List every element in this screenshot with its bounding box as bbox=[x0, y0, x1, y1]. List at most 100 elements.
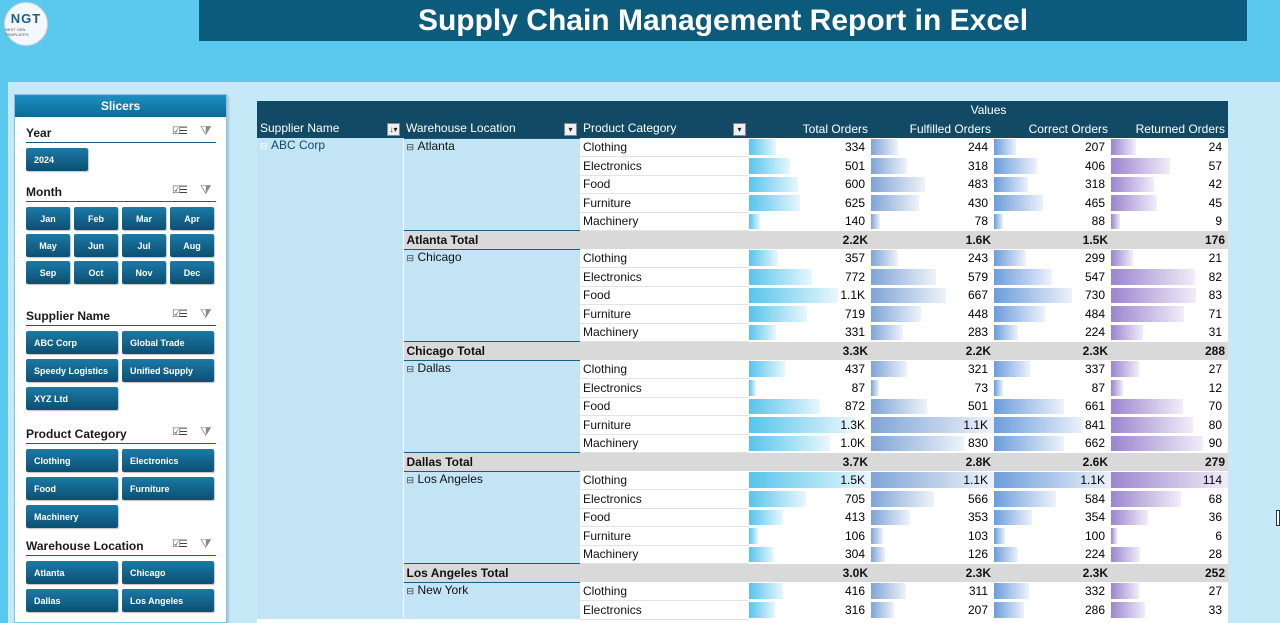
slicer-month-chip[interactable]: Apr bbox=[170, 207, 214, 230]
category-cell: Furniture bbox=[580, 193, 749, 213]
clear-filter-icon[interactable] bbox=[200, 537, 216, 553]
data-bar bbox=[749, 361, 785, 377]
data-bar bbox=[871, 583, 906, 599]
total-orders-subtotal: 2.2K bbox=[749, 230, 871, 249]
returned-orders-value: 80 bbox=[1208, 417, 1222, 432]
collapse-icon[interactable]: ⊟ bbox=[406, 585, 415, 596]
total-orders-value: 872 bbox=[844, 399, 865, 414]
total-orders-cell: 1.5K bbox=[749, 471, 871, 490]
multi-select-icon[interactable] bbox=[172, 185, 188, 199]
clear-filter-icon[interactable] bbox=[200, 124, 216, 140]
collapse-icon[interactable]: ⊟ bbox=[406, 363, 415, 374]
category-cell: Food bbox=[580, 175, 749, 194]
sort-filter-icon[interactable]: ↓▾ bbox=[387, 123, 400, 137]
multi-select-icon[interactable] bbox=[172, 539, 188, 553]
slicer-month-chip[interactable]: Sep bbox=[26, 261, 70, 284]
data-bar bbox=[1111, 528, 1118, 544]
collapse-icon[interactable]: ⊟ bbox=[406, 252, 415, 263]
slicer-month-chip[interactable]: May bbox=[26, 234, 70, 257]
slicer-month-chip[interactable]: Mar bbox=[122, 207, 166, 230]
clear-filter-icon[interactable] bbox=[200, 425, 216, 441]
returned-orders-value: 68 bbox=[1208, 491, 1222, 506]
warehouse-cell[interactable]: ⊟ Los Angeles bbox=[403, 470, 580, 564]
dropdown-icon[interactable]: ▾ bbox=[733, 123, 746, 137]
slicer-month-chip[interactable]: Dec bbox=[170, 261, 214, 284]
correct-orders-cell: 207 bbox=[994, 138, 1111, 157]
data-bar bbox=[1111, 509, 1148, 525]
slicer-category-chip[interactable]: Machinery bbox=[26, 505, 118, 528]
header-supplier[interactable]: Supplier Name ↓▾ bbox=[257, 119, 403, 138]
data-bar bbox=[1111, 417, 1194, 433]
header-warehouse[interactable]: Warehouse Location ▾ bbox=[403, 119, 580, 138]
multi-select-icon[interactable] bbox=[172, 309, 188, 323]
total-orders-value: 705 bbox=[844, 491, 865, 506]
clear-filter-icon[interactable] bbox=[200, 307, 216, 323]
header-category[interactable]: Product Category ▾ bbox=[580, 119, 749, 138]
total-orders-value: 625 bbox=[844, 195, 865, 210]
multi-select-icon[interactable] bbox=[172, 126, 188, 140]
correct-orders-value: 87 bbox=[1091, 380, 1105, 395]
dropdown-icon[interactable]: ▾ bbox=[564, 123, 577, 136]
fulfilled-orders-value: 830 bbox=[967, 436, 988, 451]
slicer-supplier-title: Supplier Name bbox=[26, 308, 111, 323]
fulfilled-orders-value: 321 bbox=[967, 362, 988, 376]
data-bar bbox=[1111, 269, 1196, 285]
collapse-icon[interactable]: ⊟ bbox=[406, 141, 415, 152]
table-row: Food 1.1K 667 730 83 bbox=[257, 286, 1228, 305]
slicer-supplier-chip[interactable]: ABC Corp bbox=[26, 331, 118, 354]
returned-orders-cell: 90 bbox=[1111, 434, 1228, 453]
warehouse-cell[interactable]: ⊟ Atlanta bbox=[403, 137, 580, 231]
slicer-category-chip[interactable]: Electronics bbox=[122, 449, 214, 472]
slicer-supplier-items: ABC Corp Global Trade Speedy Logistics Unif… bbox=[26, 331, 216, 410]
slicer-year-chip[interactable]: 2024 bbox=[26, 148, 88, 171]
clear-filter-icon[interactable] bbox=[200, 183, 216, 199]
warehouse-cell[interactable]: ⊟ Chicago bbox=[403, 248, 580, 342]
slicer-supplier-chip[interactable]: Global Trade bbox=[122, 331, 214, 354]
correct-orders-subtotal: 1.5K bbox=[994, 230, 1111, 249]
collapse-icon[interactable]: ⊟ bbox=[260, 141, 268, 151]
table-row: Electronics 772 579 547 82 bbox=[257, 267, 1228, 287]
correct-orders-cell: 88 bbox=[994, 212, 1111, 231]
table-row: Machinery 304 126 224 28 bbox=[257, 545, 1228, 564]
data-bar bbox=[749, 306, 808, 322]
returned-orders-cell: 21 bbox=[1111, 249, 1228, 268]
slicer-month-chip[interactable]: Aug bbox=[170, 234, 214, 257]
slicer-category-chip[interactable]: Clothing bbox=[26, 449, 118, 472]
fulfilled-orders-cell: 321 bbox=[871, 360, 994, 379]
slicer-month-chip[interactable]: Jun bbox=[74, 234, 118, 257]
slicer-category-chip[interactable]: Furniture bbox=[122, 477, 214, 500]
fulfilled-orders-value: 318 bbox=[967, 158, 988, 173]
data-bar bbox=[871, 528, 883, 544]
data-bar bbox=[994, 324, 1018, 340]
slicer-month-chip[interactable]: Nov bbox=[122, 261, 166, 284]
slicer-warehouse-chip[interactable]: Atlanta bbox=[26, 561, 118, 584]
warehouse-cell[interactable]: ⊟ New York bbox=[403, 581, 580, 619]
multi-select-icon[interactable] bbox=[172, 427, 188, 441]
total-orders-value: 1.3K bbox=[840, 417, 865, 432]
slicer-warehouse-chip[interactable]: Chicago bbox=[122, 561, 214, 584]
correct-orders-cell: 547 bbox=[994, 267, 1111, 287]
correct-orders-cell: 224 bbox=[994, 323, 1111, 342]
fulfilled-orders-value: 501 bbox=[967, 399, 988, 414]
slicer-month-chip[interactable]: Jan bbox=[26, 207, 70, 230]
correct-orders-cell: 465 bbox=[994, 193, 1111, 213]
slicer-warehouse-chip[interactable]: Dallas bbox=[26, 589, 118, 612]
slicer-supplier-chip[interactable]: Speedy Logistics bbox=[26, 359, 118, 382]
total-orders-subtotal: 3.3K bbox=[749, 341, 871, 360]
supplier-cell[interactable]: ⊟ ABC Corp bbox=[257, 138, 404, 619]
returned-orders-cell: 27 bbox=[1111, 582, 1228, 601]
slicer-month-chip[interactable]: Oct bbox=[74, 261, 118, 284]
data-bar bbox=[749, 417, 855, 433]
category-cell: Machinery bbox=[580, 323, 749, 342]
slicer-supplier-chip[interactable]: XYZ Ltd bbox=[26, 387, 118, 410]
slicer-month-chip[interactable]: Jul bbox=[122, 234, 166, 257]
slicer-month-chip[interactable]: Feb bbox=[74, 207, 118, 230]
total-orders-subtotal: 3.7K bbox=[749, 452, 871, 471]
warehouse-cell[interactable]: ⊟ Dallas bbox=[403, 359, 580, 453]
slicer-category-chip[interactable]: Food bbox=[26, 477, 118, 500]
slicer-supplier-chip[interactable]: Unified Supply bbox=[122, 359, 214, 382]
table-row: ⊟ Los Angeles Clothing 1.5K 1.1K 1.1K 114 bbox=[257, 470, 1228, 564]
collapse-icon[interactable]: ⊟ bbox=[406, 474, 415, 485]
slicer-warehouse-chip[interactable]: Los Angeles bbox=[122, 589, 214, 612]
fulfilled-orders-subtotal: 2.2K bbox=[871, 341, 994, 360]
